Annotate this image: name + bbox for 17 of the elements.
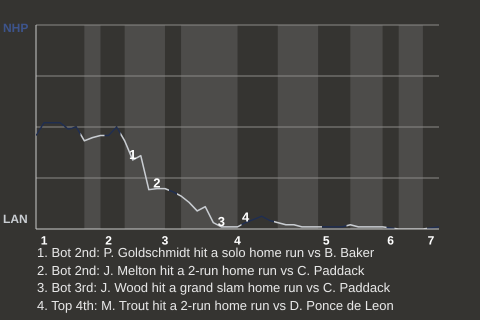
annotation: 1 xyxy=(129,146,136,162)
annotation: 3 xyxy=(218,214,225,229)
x-tick-label: 6 xyxy=(387,234,394,248)
text: 1. Bot 2nd: P. Goldschmidt hit a solo home run vs B. Baker xyxy=(37,245,374,260)
x-tick-label: 5 xyxy=(322,234,330,248)
text: 3. Bot 3rd: J. Wood hit a grand slam home run vs C. Paddack xyxy=(37,279,392,296)
x-tick-label: 1 xyxy=(40,234,48,248)
x-tick-label: 7 xyxy=(428,234,435,248)
x-tick-label: 4 xyxy=(234,234,242,248)
annotation: 4 xyxy=(242,210,250,225)
x-tick-label: 2 xyxy=(105,234,112,248)
text: 2. Bot 2nd: J. Melton hit a 2-run home run vs C. Paddack xyxy=(37,262,366,279)
annotation: 2 xyxy=(153,176,161,191)
text: 4. Top 4th: M. Trout hit a 2-run home run vs D. Ponce de Leon xyxy=(37,296,394,314)
x-tick-label: 3 xyxy=(162,234,169,248)
text: NHP xyxy=(3,21,28,35)
text: LAN xyxy=(3,212,28,226)
